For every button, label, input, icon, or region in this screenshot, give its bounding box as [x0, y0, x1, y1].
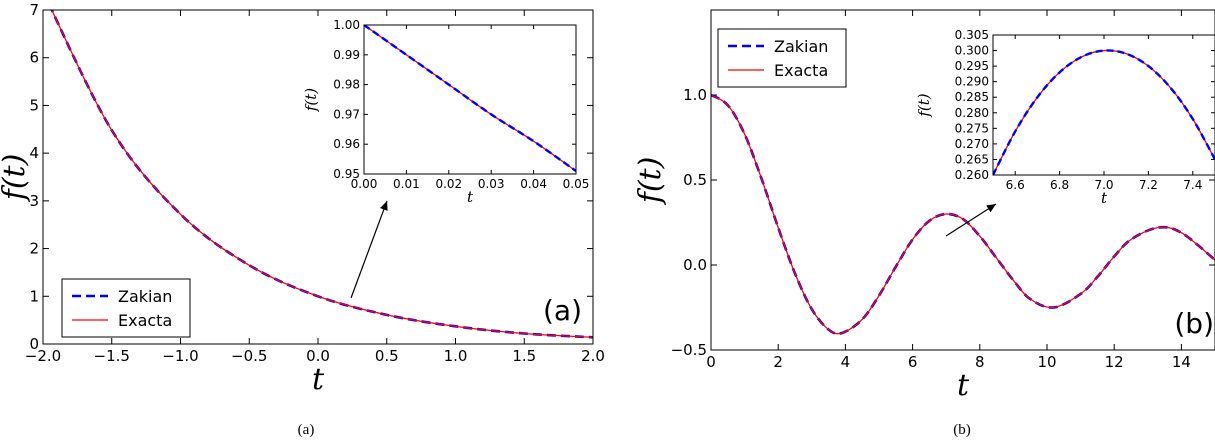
- inset-y-tick-label: 0.95: [333, 167, 360, 181]
- legend-label-exacta: Exacta: [774, 61, 828, 80]
- main-x-tick-label: 8: [975, 353, 985, 371]
- inset-y-tick-label: 0.275: [955, 121, 989, 135]
- legend-box: [61, 278, 191, 338]
- inset-y-tick-label: 0.295: [955, 59, 989, 73]
- main-y-tick-label: 1: [29, 287, 39, 305]
- main-x-tick-label: 2: [773, 353, 783, 371]
- inset-y-tick-label: 0.99: [333, 48, 360, 62]
- plot-area-frame: [710, 9, 1215, 351]
- panel-tag: (a): [543, 294, 582, 327]
- legend-box: [717, 28, 847, 88]
- legend: Zakian Exacta: [717, 28, 847, 88]
- inset-x-tick-label: 0.03: [478, 177, 505, 191]
- main-x-tick-label: 1.0: [444, 347, 468, 365]
- inset-y-tick-label: 0.280: [955, 106, 989, 120]
- inset-y-tick-label: 0.97: [333, 107, 360, 121]
- inset-x-axis-label: t: [1101, 189, 1108, 207]
- main-y-tick-label: 1.0: [683, 86, 707, 104]
- inset-x-tick-label: 7.2: [1139, 178, 1158, 192]
- main-x-tick-label: 0.5: [375, 347, 399, 365]
- main-y-tick-label: 3: [29, 192, 39, 210]
- inset-x-tick-label: 0.00: [351, 177, 378, 191]
- main-x-tick-label: 1.5: [512, 347, 536, 365]
- inset-series-zakian: [364, 25, 576, 173]
- main-x-tick-label: −1.5: [94, 347, 130, 365]
- inset-frame: [992, 34, 1215, 176]
- main-y-tick-label: 5: [29, 96, 39, 114]
- inset-arrow: [945, 203, 997, 237]
- main-x-tick-label: 6: [908, 353, 918, 371]
- chart-panel-a: −2.0 −1.5 −1.0 −0.5 0.0 0.5 1.0 1.5 2.0 0 1 2 3 4 5 6 7 t…: [0, 1, 605, 397]
- legend: Zakian Exacta: [61, 278, 191, 338]
- inset-x-tick-label: 7.0: [1094, 178, 1113, 192]
- inset-x-tick-label: 0.05: [563, 177, 590, 191]
- main-y-tick-label: 4: [29, 144, 39, 162]
- inset-y-tick-label: 0.290: [955, 75, 989, 89]
- legend-label-zakian: Zakian: [774, 37, 828, 56]
- main-y-tick-label: 0.0: [683, 256, 707, 274]
- main-x-tick-label: 14: [1172, 353, 1191, 371]
- series-line-exacta: [711, 94, 1215, 335]
- main-y-tick-label: 2: [29, 240, 39, 258]
- plot-area-frame: [42, 9, 594, 345]
- series-line-exacta: [51, 10, 593, 338]
- main-x-tick-label: 10: [1037, 353, 1056, 371]
- main-x-tick-label: −2.0: [25, 347, 61, 365]
- inset-frame: [363, 24, 577, 175]
- inset-chart: 0.00 0.01 0.02 0.03 0.04 0.05 0.95 0.96 0.97 0.98…: [302, 18, 589, 206]
- inset-x-tick-label: 0.02: [435, 177, 462, 191]
- main-y-tick-label: 7: [29, 1, 39, 19]
- figure-caption: (b): [953, 422, 971, 438]
- main-y-tick-label: −0.5: [671, 341, 707, 359]
- chart-panel-b: 0 2 4 6 8 10 12 14 −0.5 0.0 0.5 1.0 t f(t) Zakian Exact…: [633, 9, 1215, 403]
- main-x-tick-label: 4: [841, 353, 851, 371]
- inset-y-tick-label: 0.96: [333, 137, 360, 151]
- inset-y-tick-label: 1.00: [333, 18, 360, 32]
- y-axis-label: f(t): [0, 154, 32, 203]
- main-y-tick-label: 0: [29, 335, 39, 353]
- main-x-tick-label: 0.0: [306, 347, 330, 365]
- legend-label-exacta: Exacta: [118, 311, 172, 330]
- inset-y-tick-label: 0.285: [955, 90, 989, 104]
- inset-x-tick-label: 6.6: [1006, 178, 1025, 192]
- panel-tag: (b): [1174, 307, 1214, 340]
- main-x-tick-label: −0.5: [231, 347, 267, 365]
- main-y-tick-label: 6: [29, 49, 39, 67]
- inset-arrow: [350, 200, 388, 299]
- main-x-tick-label: 0: [706, 353, 716, 371]
- inset-series-zakian: [993, 49, 1215, 175]
- legend-label-zakian: Zakian: [118, 287, 172, 306]
- inset-y-tick-label: 0.265: [955, 152, 989, 166]
- figure-caption: (a): [298, 422, 315, 438]
- main-x-tick-label: −1.0: [162, 347, 198, 365]
- inset-x-tick-label: 7.4: [1183, 178, 1202, 192]
- inset-x-tick-label: 0.04: [520, 177, 547, 191]
- inset-y-tick-label: 0.98: [333, 78, 360, 92]
- main-y-tick-label: 0.5: [683, 171, 707, 189]
- inset-x-tick-label: 0.01: [393, 177, 420, 191]
- x-axis-label: t: [312, 362, 325, 397]
- inset-y-tick-label: 0.260: [955, 168, 989, 182]
- main-x-tick-label: 12: [1105, 353, 1124, 371]
- inset-x-tick-label: 6.8: [1050, 178, 1069, 192]
- inset-x-axis-label: t: [467, 188, 474, 206]
- inset-y-tick-label: 0.305: [955, 28, 989, 42]
- inset-y-tick-label: 0.300: [955, 44, 989, 58]
- inset-y-tick-label: 0.270: [955, 137, 989, 151]
- x-axis-label: t: [957, 368, 970, 403]
- y-axis-label: f(t): [633, 157, 668, 206]
- inset-y-axis-label: f(t): [302, 88, 320, 112]
- inset-y-axis-label: f(t): [915, 93, 933, 117]
- main-x-tick-label: 2.0: [581, 347, 605, 365]
